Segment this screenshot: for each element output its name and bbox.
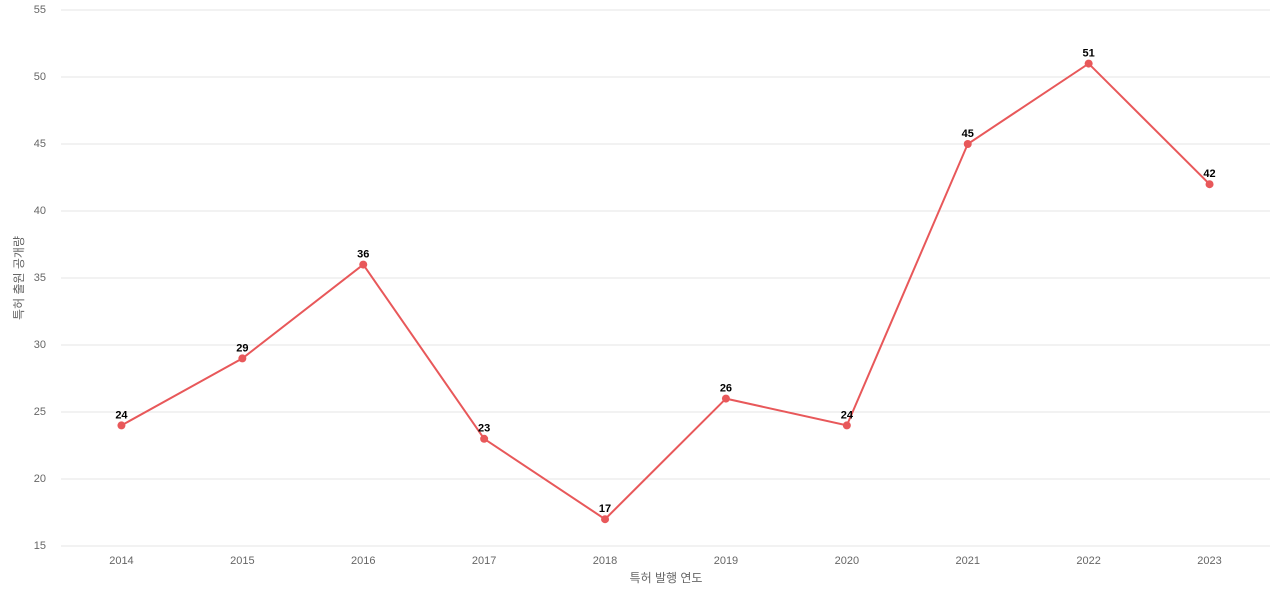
value-label: 29 bbox=[236, 342, 248, 354]
point bbox=[842, 421, 851, 430]
x-tick-label: 2023 bbox=[1197, 555, 1221, 567]
y-tick-label: 25 bbox=[34, 406, 46, 418]
point bbox=[117, 421, 126, 430]
point bbox=[480, 434, 489, 443]
x-tick-label: 2022 bbox=[1076, 555, 1100, 567]
point bbox=[238, 354, 247, 363]
value-label: 42 bbox=[1203, 168, 1215, 180]
value-label: 24 bbox=[115, 409, 128, 421]
value-label: 36 bbox=[357, 249, 369, 261]
x-tick-label: 2021 bbox=[956, 555, 980, 567]
line bbox=[120, 62, 1211, 521]
value-label: 45 bbox=[962, 128, 974, 140]
y-tick-label: 35 bbox=[34, 272, 46, 284]
y-tick-label: 40 bbox=[34, 205, 46, 217]
x-tick-label: 2020 bbox=[835, 555, 859, 567]
y-axis-label: 특허 출원 공개량 bbox=[12, 236, 26, 320]
y-tick-label: 50 bbox=[34, 71, 46, 83]
y-tick-label: 15 bbox=[34, 540, 46, 552]
point bbox=[1084, 59, 1093, 68]
y-tick-label: 30 bbox=[34, 339, 46, 351]
x-tick-label: 2017 bbox=[472, 555, 496, 567]
y-tick-label: 55 bbox=[34, 4, 46, 16]
value-label: 26 bbox=[720, 383, 732, 395]
x-tick-label: 2015 bbox=[230, 555, 254, 567]
x-axis-label: 특허 발행 연도 bbox=[630, 570, 703, 585]
y-tick-label: 20 bbox=[34, 473, 46, 485]
x-tick-label: 2016 bbox=[351, 555, 375, 567]
y-tick-label: 45 bbox=[34, 138, 46, 150]
value-label: 23 bbox=[478, 423, 490, 435]
point bbox=[1205, 180, 1214, 189]
point bbox=[359, 260, 368, 269]
point bbox=[721, 394, 730, 403]
point bbox=[963, 140, 972, 148]
x-tick-label: 2018 bbox=[593, 555, 617, 567]
point bbox=[601, 515, 610, 524]
value-label: 51 bbox=[1083, 48, 1095, 60]
x-tick-label: 2019 bbox=[714, 555, 738, 567]
value-label: 24 bbox=[841, 409, 854, 421]
value-label: 17 bbox=[599, 503, 611, 515]
x-tick-label: 2014 bbox=[109, 555, 133, 567]
